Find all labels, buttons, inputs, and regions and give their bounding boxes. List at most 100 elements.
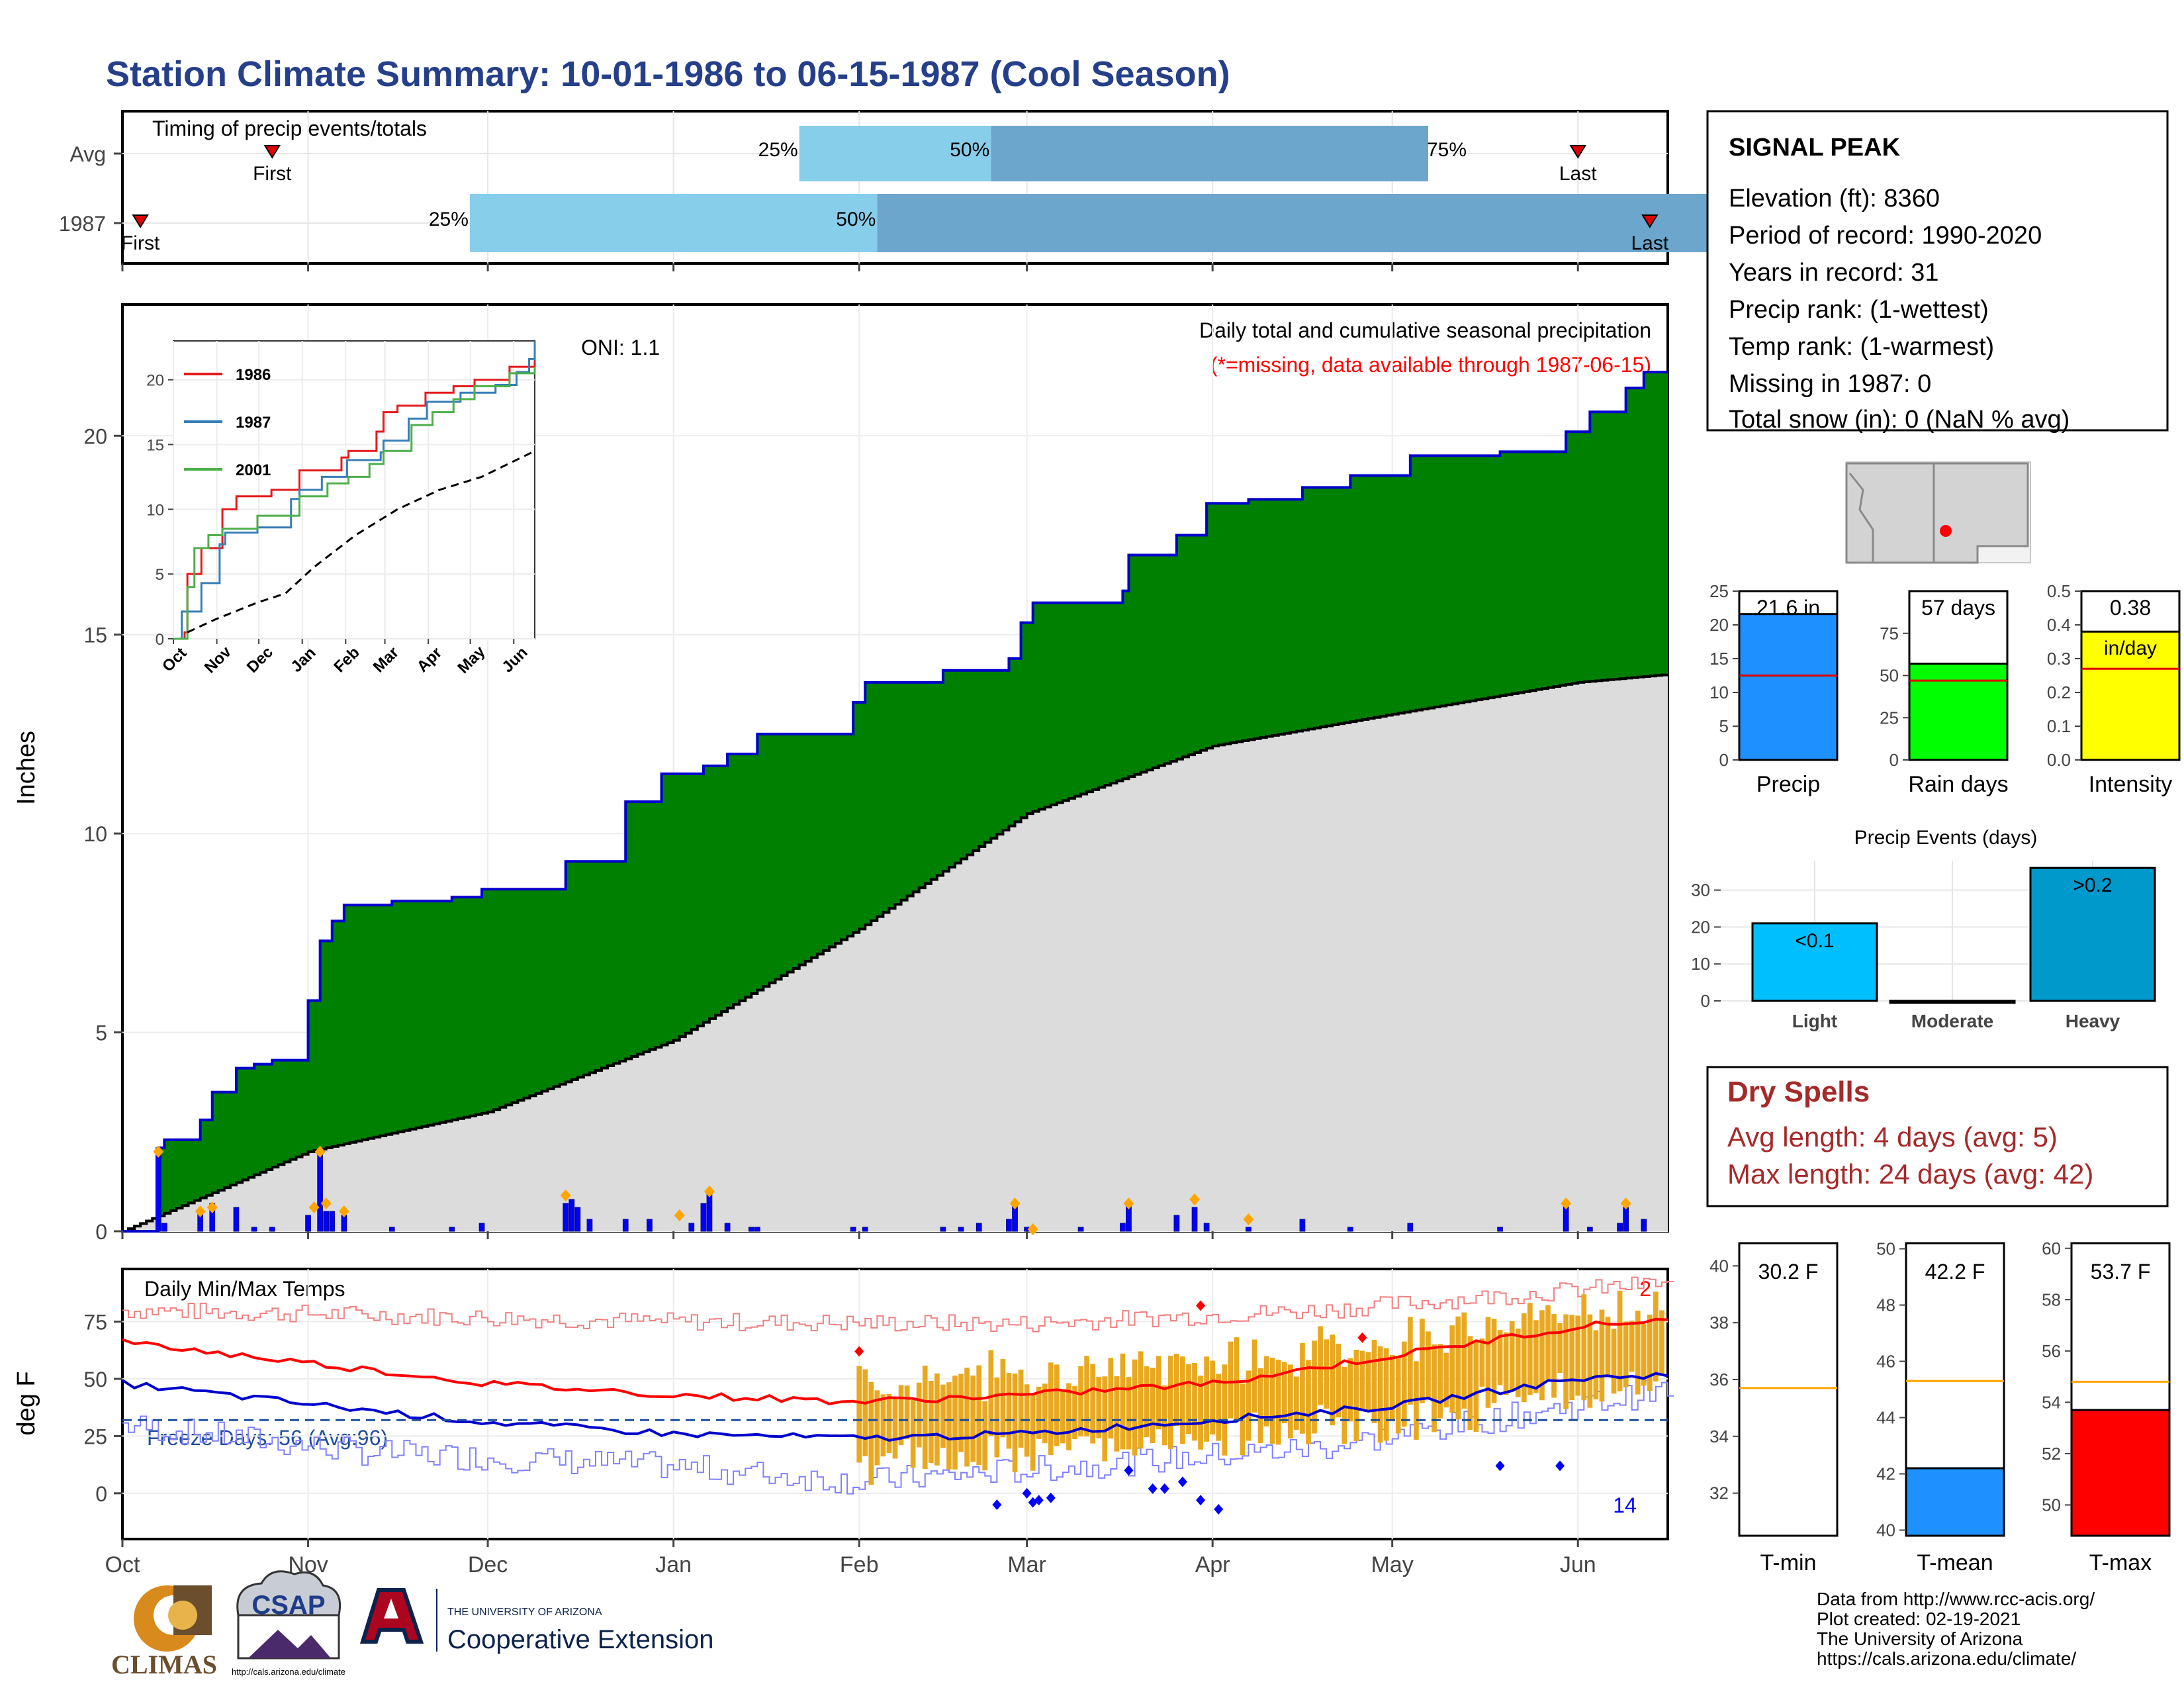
daily-temp-bar (1186, 1364, 1191, 1434)
daily-temp-bar (1096, 1377, 1102, 1438)
precip-panel: Inches ONI: 1.1 Daily total and cumulati… (13, 303, 1669, 1244)
daily-temp-bar (1515, 1328, 1521, 1397)
daily-temp-bar (1287, 1364, 1293, 1439)
daily-temp-bar (1251, 1339, 1257, 1413)
mini-bar-label: Precip (1756, 772, 1820, 797)
daily-precip-bar (1203, 1223, 1210, 1232)
daily-temp-bar (1336, 1343, 1342, 1418)
month-label-oct: Oct (105, 1552, 140, 1577)
precip-ytick-label: 5 (95, 1021, 107, 1045)
min-count-label: 14 (1613, 1493, 1637, 1517)
temp-bar-ytick-label: 44 (1876, 1408, 1895, 1428)
record-low-marker (1214, 1504, 1224, 1515)
daily-precip-marker (206, 1201, 218, 1213)
daily-temp-bar (1102, 1376, 1108, 1462)
dry-spells-title: Dry Spells (1727, 1076, 1870, 1108)
freeze-days-label: Freeze Days: 56 (Avg:96) (147, 1426, 388, 1450)
mini-bar-ytick-label: 5 (1719, 716, 1729, 736)
timing-row-label: 1987 (59, 212, 106, 236)
daily-temp-bar (1377, 1346, 1383, 1443)
daily-precip-bar (1120, 1223, 1126, 1232)
daily-temp-bar (922, 1365, 928, 1469)
daily-precip-bar (1497, 1227, 1503, 1232)
daily-temp-bar (1204, 1356, 1209, 1442)
mini-bar-value (1738, 613, 1839, 761)
daily-precip-bar (449, 1227, 455, 1232)
precip-ytick-label: 10 (83, 822, 107, 846)
daily-temp-bar (1222, 1364, 1228, 1456)
timing-first-marker (132, 214, 149, 228)
daily-temp-bar (1359, 1350, 1365, 1411)
record-high-marker (1357, 1332, 1367, 1343)
inset-legend-label: 1986 (236, 366, 271, 384)
daily-precip-bar (563, 1203, 569, 1232)
temp-bar-t-min: 30.2 F 32 34 36 38 40 T-min (1709, 1242, 1839, 1575)
events-ytick-label: 20 (1691, 917, 1710, 937)
daily-precip-marker (1189, 1193, 1201, 1205)
temp-bar-ytick-label: 34 (1709, 1427, 1729, 1446)
mini-bar-intensity: 0.38 in/day 0.0 0.1 0.2 0.3 0.4 0.5 Intensity (2047, 581, 2181, 797)
mini-bar-ytick-label: 75 (1880, 624, 1899, 643)
daily-temp-bar (1318, 1326, 1323, 1405)
temp-bar-ytick-label: 36 (1709, 1370, 1729, 1389)
cumulative-precip-line (122, 371, 1668, 1233)
daily-temp-bar (1210, 1360, 1216, 1435)
daily-temp-bar (1420, 1319, 1425, 1403)
station-name: SIGNAL PEAK (1729, 134, 1901, 162)
daily-precip-marker (338, 1205, 349, 1217)
events-xtick-label-moderate: Moderate (1911, 1011, 1993, 1031)
record-low-marker (1022, 1487, 1032, 1499)
daily-temp-bar (1491, 1319, 1497, 1403)
daily-precip-marker (1561, 1197, 1572, 1209)
daily-precip-marker (1243, 1213, 1254, 1225)
mini-bar-ytick-label: 0.5 (2047, 581, 2071, 601)
daily-temp-bar (1120, 1353, 1126, 1450)
daily-temp-bar (1575, 1315, 1581, 1396)
daily-temp-bar (1306, 1360, 1311, 1444)
daily-temp-bar (1281, 1362, 1287, 1424)
mini-bar-rain-days: 57 days 0 25 50 75 Rain days (1880, 590, 2009, 797)
inset-legend-label: 1987 (236, 414, 271, 432)
daily-temp-bar (1263, 1356, 1269, 1427)
precip-title: Daily total and cumulative seasonal prec… (1199, 318, 1651, 342)
record-low-marker (1124, 1465, 1134, 1476)
station-info-box: SIGNAL PEAK Elevation (ft): 8360 Period … (1706, 110, 2169, 434)
daily-temp-bar (976, 1365, 982, 1466)
record-high-marker (854, 1346, 864, 1357)
temp-bar-frame (1738, 1242, 1839, 1537)
daily-temp-bar (1216, 1374, 1222, 1441)
dry-spells-box: Dry Spells Avg length: 4 days (avg: 5) M… (1706, 1066, 2169, 1207)
daily-temp-bar (1342, 1366, 1347, 1444)
avg-min-temp-line (121, 1372, 1668, 1442)
inset-ytick-label: 5 (156, 566, 164, 584)
daily-precip-bar (1006, 1219, 1012, 1232)
daily-precip-bar (850, 1227, 856, 1232)
daily-precip-bar (688, 1223, 695, 1232)
daily-temp-bar (1617, 1290, 1623, 1391)
daily-temp-bar (1659, 1310, 1664, 1376)
daily-precip-bar (317, 1151, 324, 1232)
daily-temp-bar (1509, 1321, 1515, 1390)
daily-temp-bar (862, 1369, 868, 1456)
month-label-apr: Apr (1195, 1552, 1230, 1577)
daily-temp-bar (1198, 1376, 1203, 1450)
ua-logo: THE UNIVERSITY OF ARIZONA Cooperative Ex… (359, 1588, 713, 1654)
daily-temp-bar (1300, 1342, 1305, 1434)
ua-big-text: Cooperative Extension (447, 1625, 713, 1654)
station-line-missing: Missing in 1987: 0 (1729, 370, 1931, 398)
daily-temp-bar (1167, 1356, 1173, 1449)
mini-bar-value (2080, 630, 2181, 761)
footer-line-university: The University of Arizona (1817, 1628, 2023, 1649)
mini-bar-ytick-label: 0.4 (2047, 615, 2071, 635)
record-low-marker (1495, 1460, 1505, 1472)
record-low-marker (1160, 1483, 1169, 1494)
mini-bar-ytick-label: 50 (1880, 666, 1899, 686)
temp-bar-t-mean: 42.2 F 40 42 44 46 48 50 T-mean (1876, 1239, 2005, 1575)
daily-temp-bar (1527, 1303, 1533, 1395)
daily-precip-bar (724, 1223, 731, 1232)
timing-panel: Timing of precip events/totals 25% 50% 75%… (59, 110, 1970, 271)
daily-precip-bar (754, 1227, 760, 1232)
location-map (1845, 461, 2031, 564)
events-ytick-label: 10 (1691, 954, 1710, 974)
daily-temp-bar (1324, 1339, 1329, 1409)
